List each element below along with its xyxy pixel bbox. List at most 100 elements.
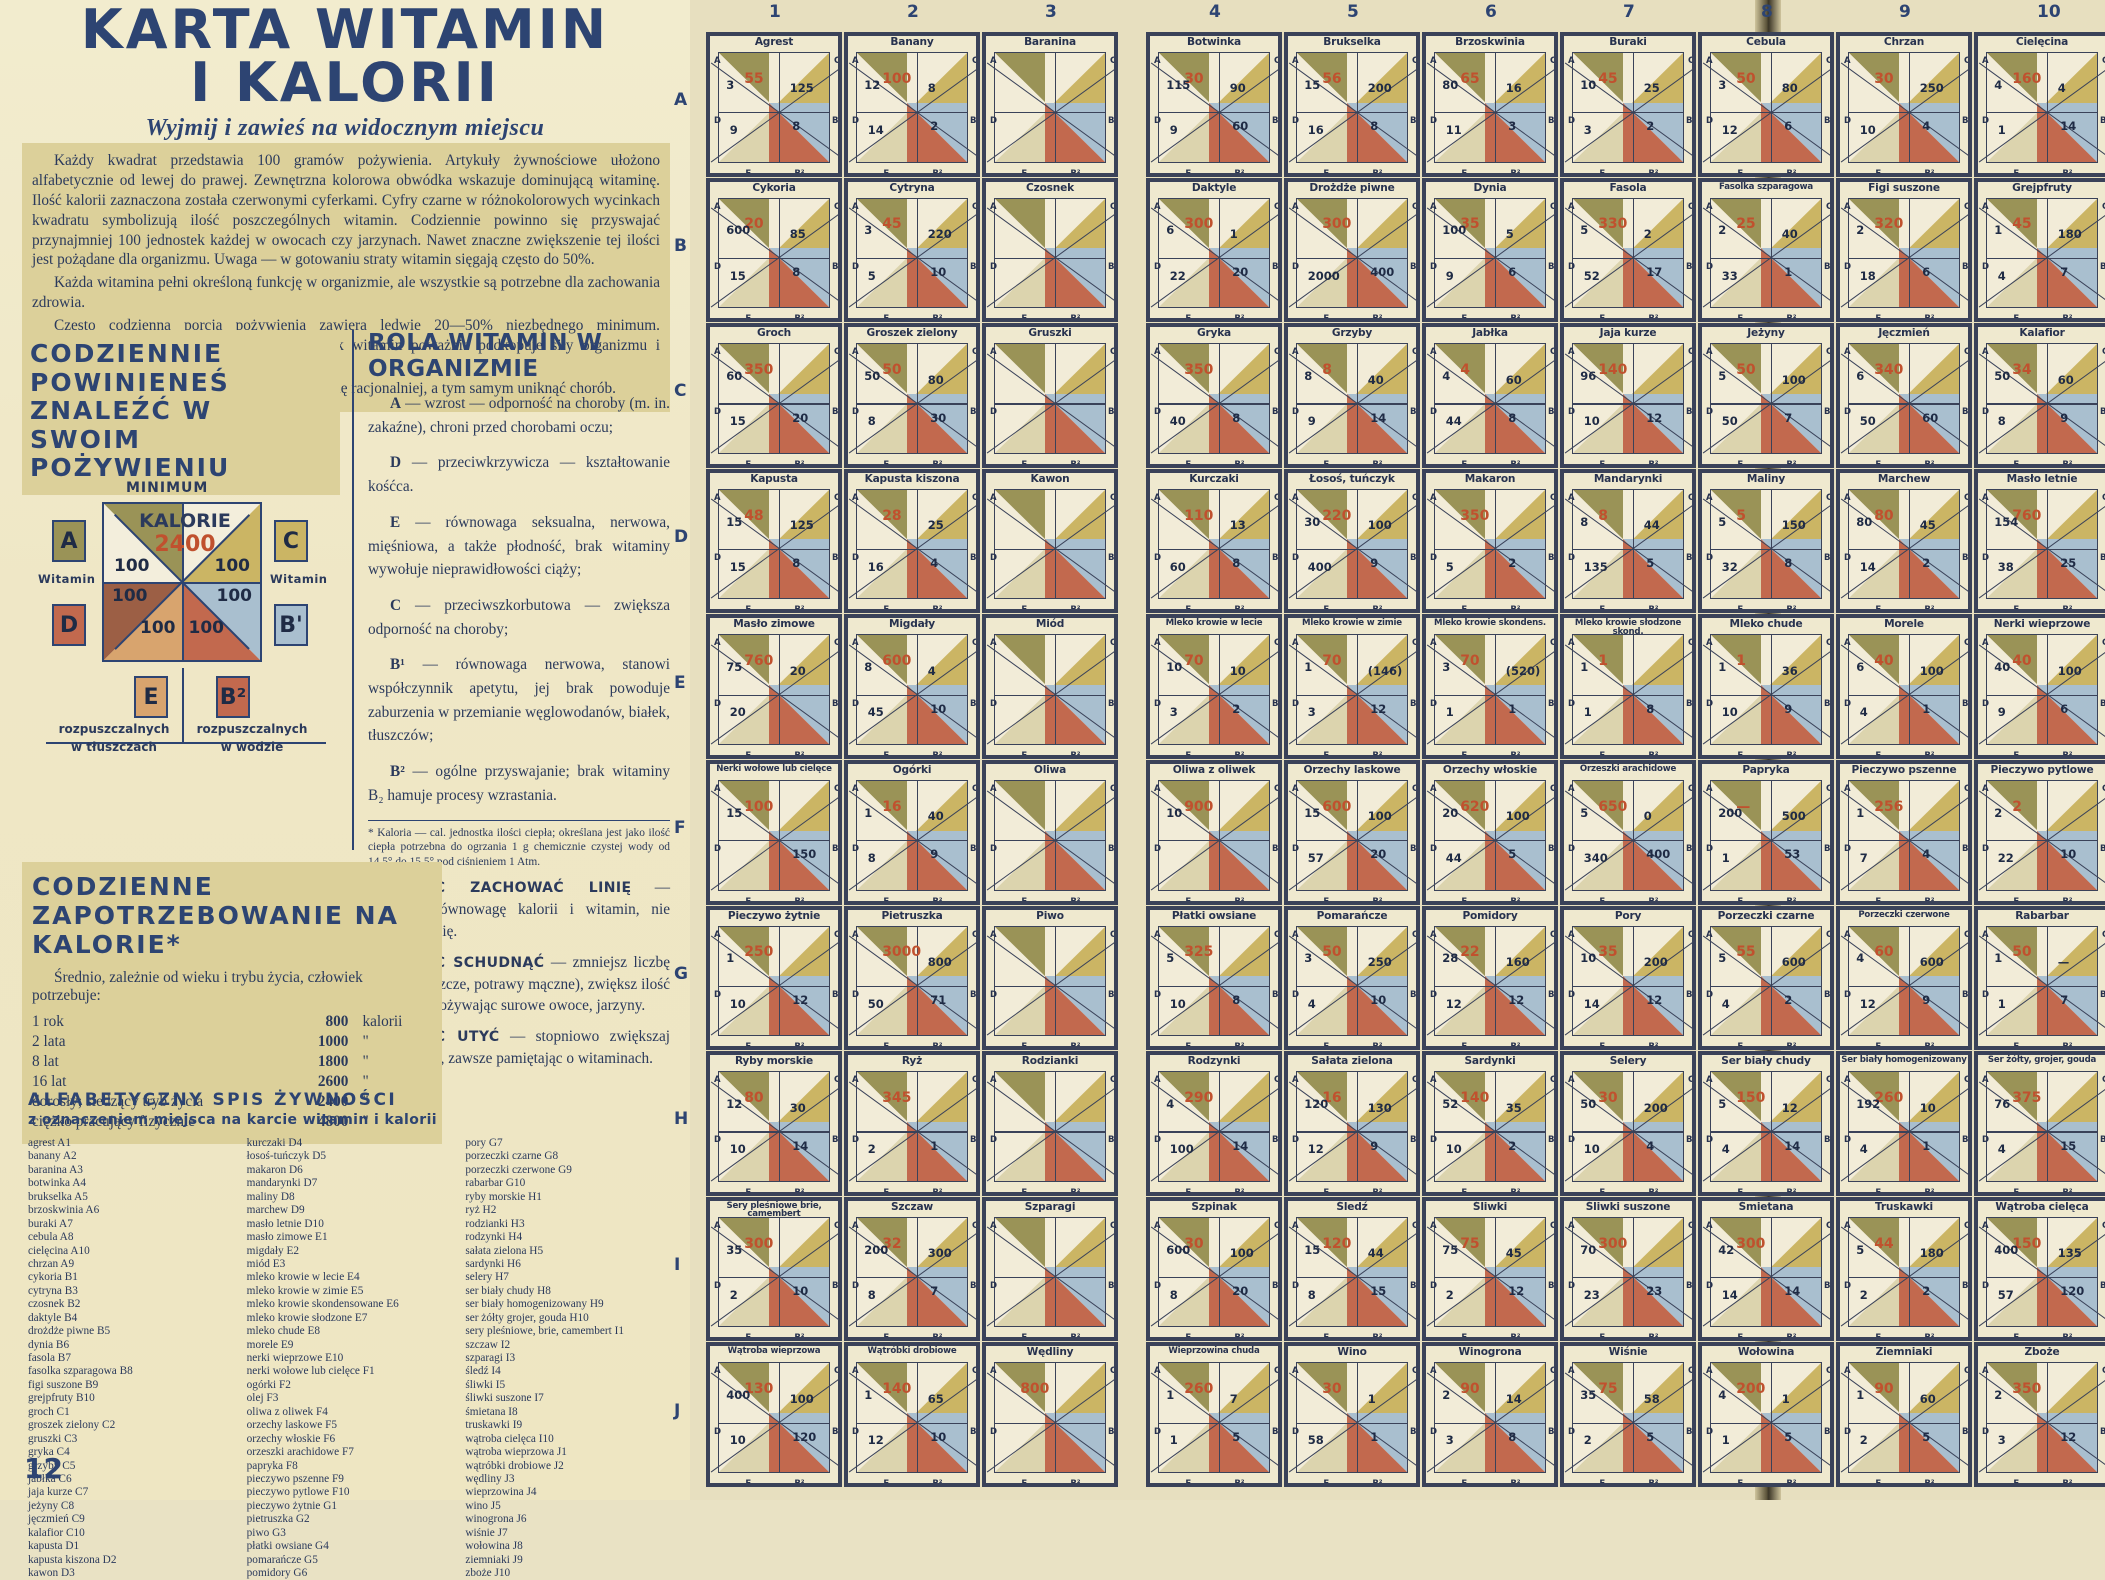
food-cell[interactable]: Brzoskwinia 65 80 16 11 3 A C D B' E B² (1422, 32, 1558, 177)
food-cell[interactable]: Jeżyny 50 5 100 50 7 A C D B' E B² (1698, 323, 1834, 468)
food-cell[interactable]: Grzyby 8 8 40 9 14 A C D B' E B² (1284, 323, 1420, 468)
food-cell[interactable]: Płatki owsiane 325 5 10 8 A C D B' E B² (1146, 905, 1282, 1051)
food-cell[interactable]: Wątroba cielęca15040013557120ACDB'EB² (1974, 1196, 2105, 1342)
food-cell[interactable]: Śledź 120 15 44 8 15 A C D B' E B² (1284, 1196, 1420, 1342)
food-cell[interactable]: Mleko krowie skondens. 70 3 (520) 1 1 A C D B' E B² (1422, 614, 1558, 759)
food-cell[interactable]: Wino 30 1 58 1 A C D B' E B² (1284, 1342, 1420, 1487)
food-cell[interactable]: Pieczywo pytlowe222210ACDB'EB² (1974, 760, 2105, 905)
food-cell[interactable]: Orzeszki arachidowe 650 5 0 340 400 A C D B' E B² (1560, 760, 1696, 905)
food-cell[interactable]: Sardynki 140 52 35 10 2 A C D B' E B² (1422, 1051, 1558, 1196)
food-cell[interactable]: Rodzianki A C D B' E B² (982, 1051, 1118, 1196)
food-cell[interactable]: Pieczywo pszenne 256 1 7 4 A C D B' E B² (1836, 760, 1972, 905)
food-cell[interactable]: Jęczmień 340 6 50 60 A C D B' E B² (1836, 323, 1972, 468)
food-cell[interactable]: Pomidory 22 28 160 12 12 A C D B' E B² (1422, 905, 1558, 1051)
food-cell[interactable]: Zboże3502312ACDB'EB² (1974, 1342, 2105, 1487)
food-cell[interactable]: Miód A C D B' E B² (982, 614, 1118, 759)
food-cell[interactable]: Ryby morskie 80 12 30 10 14 A C D B' E B² (706, 1051, 842, 1196)
food-cell[interactable]: Kawon A C D B' E B² (982, 468, 1118, 614)
food-cell[interactable]: Śmietana 300 42 14 14 A C D B' E B² (1698, 1196, 1834, 1342)
food-cell[interactable]: Grejpfruty45118047ACDB'EB² (1974, 177, 2105, 323)
food-cell[interactable]: Kalafior34506089ACDB'EB² (1974, 323, 2105, 468)
food-cell[interactable]: Figi suszone 320 2 18 6 A C D B' E B² (1836, 177, 1972, 323)
food-cell[interactable]: Papryka —200 500 1 53 A C D B' E B² (1698, 760, 1834, 905)
food-cell[interactable]: Porzeczki czarne 55 5 600 4 2 A C D B' E B² (1698, 905, 1834, 1051)
food-cell[interactable]: Baranina A C D B' E B² (982, 32, 1118, 177)
food-cell[interactable]: Wołowina 200 4 1 1 5 A C D B' E B² (1698, 1342, 1834, 1487)
food-cell[interactable]: Groszek zielony 50 50 80 8 30 A C D B' E B² (844, 323, 980, 468)
food-cell[interactable]: Daktyle 300 6 1 22 20 A C D B' E B² (1146, 177, 1282, 323)
food-cell[interactable]: Wiśnie 75 35 58 2 5 A C D B' E B² (1560, 1342, 1696, 1487)
food-cell[interactable]: Piwo A C D B' E B² (982, 905, 1118, 1051)
food-cell[interactable]: Winogrona 90 2 14 3 8 A C D B' E B² (1422, 1342, 1558, 1487)
food-cell[interactable]: Agrest 55 3 125 9 8 A C D B' E B² (706, 32, 842, 177)
food-cell[interactable]: Masło zimowe 760 75 20 20 A C D B' E B² (706, 614, 842, 759)
food-cell[interactable]: Banany 100 12 8 14 2 A C D B' E B² (844, 32, 980, 177)
food-cell[interactable]: Drożdże piwne 300 2000 400 A C D B' E B² (1284, 177, 1420, 323)
food-cell[interactable]: Mandarynki 8 8 44 135 5 A C D B' E B² (1560, 468, 1696, 614)
food-cell[interactable]: Porzeczki czerwone 60 4 600 12 9 A C D B' E B² (1836, 905, 1972, 1051)
food-cell[interactable]: Szparagi A C D B' E B² (982, 1196, 1118, 1342)
food-cell[interactable]: Pieczywo żytnie 250 1 10 12 A C D B' E B² (706, 905, 842, 1051)
food-cell[interactable]: Chrzan 30 250 10 4 A C D B' E B² (1836, 32, 1972, 177)
food-cell[interactable]: Jabłka 4 4 60 44 8 A C D B' E B² (1422, 323, 1558, 468)
food-cell[interactable]: Szczaw 32 200 300 8 7 A C D B' E B² (844, 1196, 980, 1342)
food-cell[interactable]: Maliny 5 5 150 32 8 A C D B' E B² (1698, 468, 1834, 614)
food-cell[interactable]: Jaja kurze 140 96 10 12 A C D B' E B² (1560, 323, 1696, 468)
food-cell[interactable]: Pietruszka 3000 800 50 71 A C D B' E B² (844, 905, 980, 1051)
food-cell[interactable]: Śliwki suszone 300 70 23 23 A C D B' E B² (1560, 1196, 1696, 1342)
food-cell[interactable]: Nerki wieprzowe404010096ACDB'EB² (1974, 614, 2105, 759)
food-cell[interactable]: Ser żółty, grojer, gouda37576415ACDB'EB² (1974, 1051, 2105, 1196)
food-cell[interactable]: Buraki 45 10 25 3 2 A C D B' E B² (1560, 32, 1696, 177)
food-cell[interactable]: Kapusta 48 15 125 15 8 A C D B' E B² (706, 468, 842, 614)
food-cell[interactable]: Wątróbki drobiowe 140 1 65 12 10 A C D B' E B² (844, 1342, 980, 1487)
food-cell[interactable]: Ser biały chudy 150 5 12 4 14 A C D B' E B² (1698, 1051, 1834, 1196)
food-cell[interactable]: Cytryna 45 3 220 5 10 A C D B' E B² (844, 177, 980, 323)
food-cell[interactable]: Gryka 350 40 8 A C D B' E B² (1146, 323, 1282, 468)
food-cell[interactable]: Pory 35 10 200 14 12 A C D B' E B² (1560, 905, 1696, 1051)
food-cell[interactable]: Selery 30 50 200 10 4 A C D B' E B² (1560, 1051, 1696, 1196)
food-cell[interactable]: Mleko krowie w lecie 70 10 10 3 2 A C D B' E B² (1146, 614, 1282, 759)
food-cell[interactable]: Czosnek A C D B' E B² (982, 177, 1118, 323)
food-cell[interactable]: Mleko chude 1 1 36 10 9 A C D B' E B² (1698, 614, 1834, 759)
food-cell[interactable]: Marchew 80 80 45 14 2 A C D B' E B² (1836, 468, 1972, 614)
food-cell[interactable]: Fasolka szparagowa 25 2 40 33 1 A C D B' E B² (1698, 177, 1834, 323)
food-cell[interactable]: Sery pleśniowe brie, camembert 300 35 2 10 A C… (706, 1196, 842, 1342)
food-cell[interactable]: Cebula 50 3 80 12 6 A C D B' E B² (1698, 32, 1834, 177)
food-cell[interactable]: Oliwa A C D B' E B² (982, 760, 1118, 905)
food-cell[interactable]: Mleko krowie w zimie 70 1 (146) 3 12 A C D B' E B² (1284, 614, 1420, 759)
food-cell[interactable]: Masło letnie7601543825ACDB'EB² (1974, 468, 2105, 614)
food-cell[interactable]: Orzechy włoskie 620 20 100 44 5 A C D B' E B² (1422, 760, 1558, 905)
food-cell[interactable]: Cykoria 20 600 85 15 8 A C D B' E B² (706, 177, 842, 323)
food-cell[interactable]: Sałata zielona 16 120 130 12 9 A C D B' E B² (1284, 1051, 1420, 1196)
food-cell[interactable]: Morele 40 6 100 4 1 A C D B' E B² (1836, 614, 1972, 759)
food-cell[interactable]: Śliwki 75 75 45 2 12 A C D B' E B² (1422, 1196, 1558, 1342)
food-cell[interactable]: Brukselka 56 15 200 16 8 A C D B' E B² (1284, 32, 1420, 177)
food-cell[interactable]: Wędliny 800 A C D B' E B² (982, 1342, 1118, 1487)
food-cell[interactable]: Wieprzowina chuda 260 1 7 1 5 A C D B' E B² (1146, 1342, 1282, 1487)
food-cell[interactable]: Rodzynki 290 4 100 14 A C D B' E B² (1146, 1051, 1282, 1196)
food-cell[interactable]: Łosoś, tuńczyk 220 30 100 400 9 A C D B' E B² (1284, 468, 1420, 614)
food-cell[interactable]: Botwinka 30 115 90 9 60 A C D B' E B² (1146, 32, 1282, 177)
food-cell[interactable]: Wątroba wieprzowa 130 400 100 10 120 A C D B' E B² (706, 1342, 842, 1487)
food-cell[interactable]: Kurczaki 110 13 60 8 A C D B' E B² (1146, 468, 1282, 614)
food-cell[interactable]: Truskawki 44 5 180 2 2 A C D B' E B² (1836, 1196, 1972, 1342)
food-cell[interactable]: Fasola 330 5 2 52 17 A C D B' E B² (1560, 177, 1696, 323)
food-cell[interactable]: Pomarańcze 50 3 250 4 10 A C D B' E B² (1284, 905, 1420, 1051)
food-cell[interactable]: Kapusta kiszona 28 25 16 4 A C D B' E B² (844, 468, 980, 614)
food-cell[interactable]: Ser biały homogenizowany 260 192 10 4 1 A C D B' E… (1836, 1051, 1972, 1196)
food-cell[interactable]: Mleko krowie słodzone skond. 1 1 1 8 A C D B' E B² (1560, 614, 1696, 759)
food-cell[interactable]: Nerki wołowe lub cielęce 100 15 150 A C D B' E B² (706, 760, 842, 905)
food-cell[interactable]: Oliwa z oliwek 900 10 A C D B' E B² (1146, 760, 1282, 905)
food-cell[interactable]: Orzechy laskowe 600 15 100 57 20 A C D B' E B² (1284, 760, 1420, 905)
food-cell[interactable]: Ogórki 16 1 40 8 9 A C D B' E B² (844, 760, 980, 905)
food-cell[interactable]: Ziemniaki 90 1 60 2 5 A C D B' E B² (1836, 1342, 1972, 1487)
food-cell[interactable]: Groch 350 60 15 20 A C D B' E B² (706, 323, 842, 468)
food-cell[interactable]: Makaron 350 5 2 A C D B' E B² (1422, 468, 1558, 614)
food-cell[interactable]: Gruszki A C D B' E B² (982, 323, 1118, 468)
food-cell[interactable]: Ryż 345 2 1 A C D B' E B² (844, 1051, 980, 1196)
food-cell[interactable]: Migdały 600 8 4 45 10 A C D B' E B² (844, 614, 980, 759)
food-cell[interactable]: Dynia 35 100 5 9 6 A C D B' E B² (1422, 177, 1558, 323)
food-cell[interactable]: Cielęcina16044114ACDB'EB² (1974, 32, 2105, 177)
food-cell[interactable]: Szpinak 30 600 100 8 20 A C D B' E B² (1146, 1196, 1282, 1342)
